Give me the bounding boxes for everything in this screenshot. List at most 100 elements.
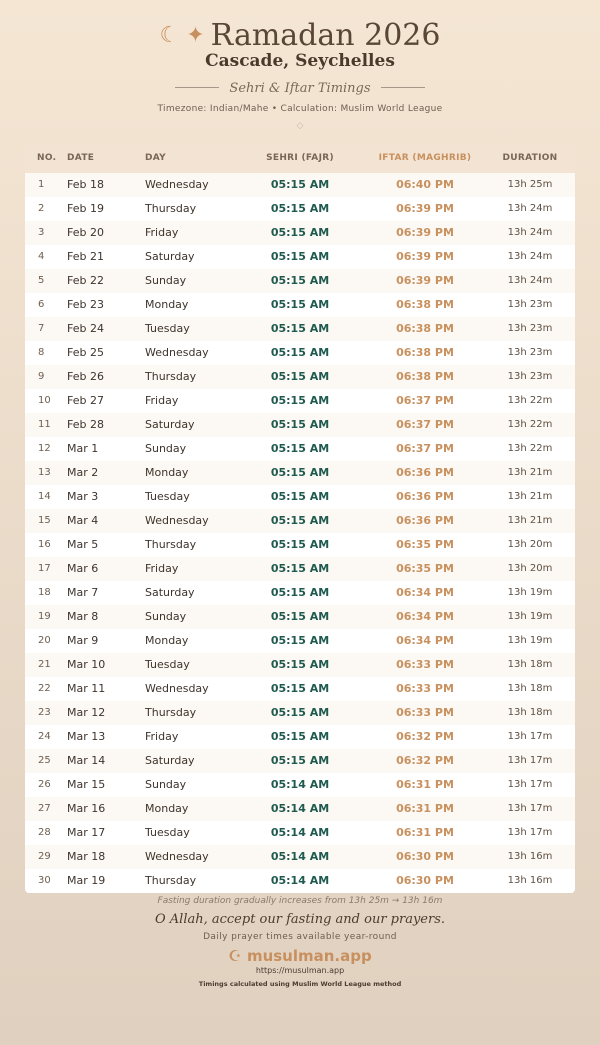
cell-iftar: 06:38 PM [396,322,454,335]
subtitle: Sehri & Iftar Timings [0,80,600,97]
cell-no: 5 [38,275,45,286]
cell-iftar: 06:34 PM [396,586,454,599]
col-header-day: DAY [145,153,166,163]
cell-duration: 13h 18m [507,683,553,694]
cell-date: Feb 22 [67,274,104,287]
table-row: 10 Feb 27 Friday 05:15 AM 06:37 PM 13h 22m [25,389,575,413]
cell-day: Monday [145,298,189,311]
cell-duration: 13h 24m [507,227,553,238]
table-row: 19 Mar 8 Sunday 05:15 AM 06:34 PM 13h 19m [25,605,575,629]
cell-date: Mar 10 [67,658,106,671]
cell-iftar: 06:35 PM [396,538,454,551]
cell-sehri: 05:14 AM [270,874,330,887]
cell-sehri: 05:14 AM [270,778,330,791]
cell-no: 29 [38,851,51,862]
cell-duration: 13h 24m [507,275,553,286]
cell-no: 9 [38,371,45,382]
cell-sehri: 05:15 AM [270,658,330,671]
cell-no: 18 [38,587,51,598]
cell-iftar: 06:37 PM [396,394,454,407]
cell-iftar: 06:32 PM [396,754,454,767]
cell-duration: 13h 17m [507,731,553,742]
cell-date: Mar 18 [67,850,106,863]
cell-iftar: 06:36 PM [396,490,454,503]
cell-day: Tuesday [145,658,190,671]
cell-duration: 13h 19m [507,611,553,622]
cell-date: Feb 27 [67,394,104,407]
cell-duration: 13h 23m [507,371,553,382]
cell-sehri: 05:15 AM [270,394,330,407]
cell-duration: 13h 23m [507,347,553,358]
cell-sehri: 05:15 AM [270,538,330,551]
cell-date: Feb 20 [67,226,104,239]
cell-iftar: 06:38 PM [396,346,454,359]
cell-iftar: 06:37 PM [396,442,454,455]
col-header-no: NO. [37,153,57,163]
cell-date: Feb 25 [67,346,104,359]
cell-day: Friday [145,730,179,743]
cell-sehri: 05:15 AM [270,250,330,263]
table-header: NO. DATE DAY SEHRI (FAJR) IFTAR (MAGHRIB) DUR… [25,143,575,173]
cell-no: 14 [38,491,51,502]
cell-date: Feb 21 [67,250,104,263]
cell-iftar: 06:38 PM [396,370,454,383]
cell-day: Tuesday [145,826,190,839]
table-row: 26 Mar 15 Sunday 05:14 AM 06:31 PM 13h 17m [25,773,575,797]
cell-date: Mar 17 [67,826,106,839]
cell-sehri: 05:15 AM [270,226,330,239]
cell-date: Mar 1 [67,442,99,455]
cell-duration: 13h 25m [507,179,553,190]
cell-sehri: 05:15 AM [270,274,330,287]
table-row: 22 Mar 11 Wednesday 05:15 AM 06:33 PM 13h 18m [25,677,575,701]
cell-duration: 13h 20m [507,539,553,550]
cell-no: 2 [38,203,45,214]
cell-sehri: 05:15 AM [270,370,330,383]
cell-date: Mar 11 [67,682,106,695]
cell-duration: 13h 21m [507,491,553,502]
col-header-iftar: IFTAR (MAGHRIB) [378,153,472,163]
cell-date: Mar 4 [67,514,99,527]
cell-day: Sunday [145,778,187,791]
cell-no: 1 [38,179,45,190]
timings-table: NO. DATE DAY SEHRI (FAJR) IFTAR (MAGHRIB) DUR… [25,143,575,893]
tagline: Daily prayer times available year-round [203,932,397,942]
cell-sehri: 05:15 AM [270,562,330,575]
cell-day: Saturday [145,250,195,263]
cell-day: Sunday [145,442,187,455]
cell-day: Thursday [145,706,197,719]
cell-iftar: 06:39 PM [396,250,454,263]
cell-no: 8 [38,347,45,358]
cell-date: Mar 8 [67,610,99,623]
cell-duration: 13h 17m [507,779,553,790]
cell-day: Thursday [145,370,197,383]
cell-date: Mar 9 [67,634,99,647]
cell-no: 15 [38,515,51,526]
cell-sehri: 05:14 AM [270,850,330,863]
cell-date: Feb 26 [67,370,104,383]
cell-day: Tuesday [145,322,190,335]
cell-date: Mar 19 [67,874,106,887]
cell-iftar: 06:40 PM [396,178,454,191]
cell-day: Monday [145,634,189,647]
cell-day: Wednesday [145,346,209,359]
brand-link[interactable]: ☪ musulman.app [228,947,372,965]
cell-day: Monday [145,466,189,479]
cell-duration: 13h 18m [507,659,553,670]
cell-duration: 13h 19m [507,635,553,646]
table-row: 28 Mar 17 Tuesday 05:14 AM 06:31 PM 13h 17m [25,821,575,845]
cell-sehri: 05:15 AM [270,346,330,359]
timezone-info: Timezone: Indian/Mahe • Calculation: Mus… [157,104,443,114]
cell-sehri: 05:15 AM [270,466,330,479]
cell-duration: 13h 17m [507,803,553,814]
cell-sehri: 05:15 AM [270,634,330,647]
url-link[interactable]: https://musulman.app [255,966,345,975]
col-header-date: DATE [67,153,95,163]
table-row: 27 Mar 16 Monday 05:14 AM 06:31 PM 13h 17m [25,797,575,821]
cell-iftar: 06:31 PM [396,778,454,791]
cell-date: Feb 19 [67,202,104,215]
cell-sehri: 05:15 AM [270,706,330,719]
table-row: 11 Feb 28 Saturday 05:15 AM 06:37 PM 13h 22m [25,413,575,437]
crescent-star-icon: ☾ ✦ [159,23,205,48]
duration-note: Fasting duration gradually increases fro… [157,896,443,906]
cell-day: Monday [145,802,189,815]
